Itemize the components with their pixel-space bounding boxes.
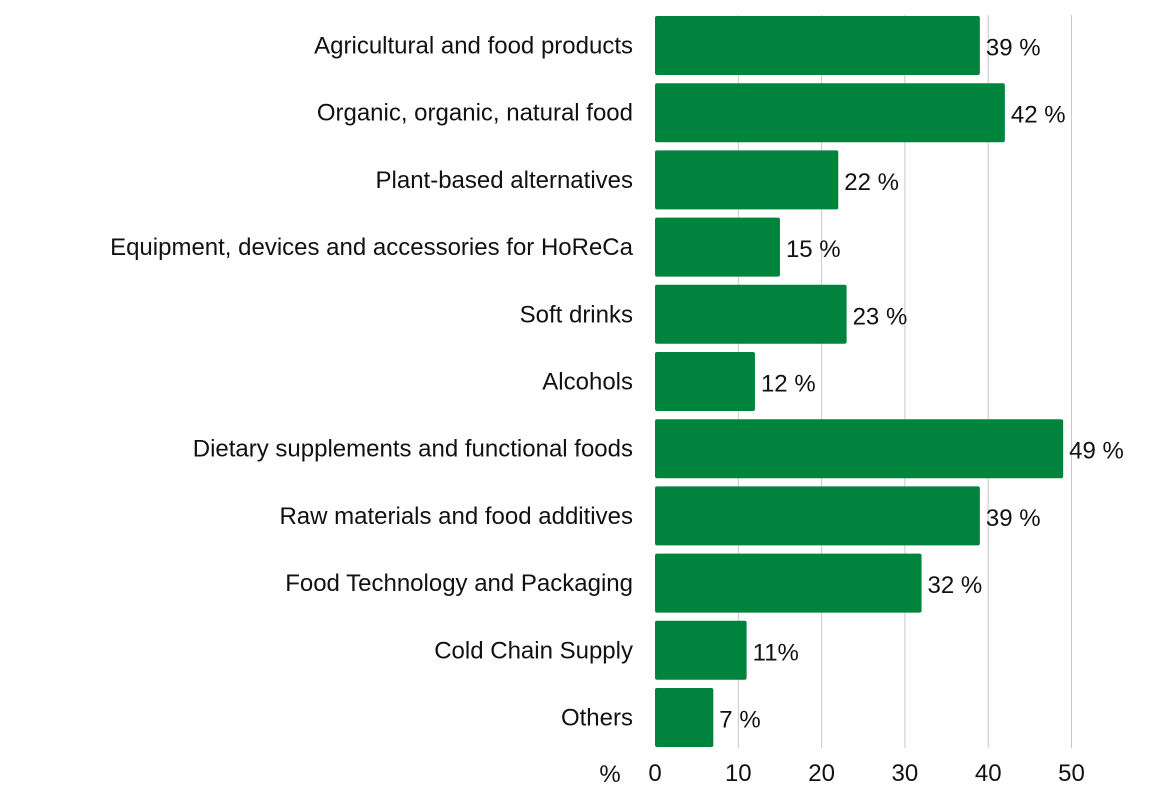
bar (655, 419, 1064, 479)
value-label: 7 % (719, 707, 760, 734)
category-label: Equipment, devices and accessories for H… (110, 234, 634, 261)
bar (655, 150, 839, 210)
x-tick-label: 10 (725, 760, 752, 786)
category-label: Raw materials and food additives (279, 503, 633, 530)
value-label: 23 % (853, 303, 908, 330)
category-label: Plant-based alternatives (376, 167, 633, 194)
category-label: Others (561, 705, 633, 732)
bar (655, 486, 980, 546)
x-tick-label: 20 (808, 760, 835, 786)
category-label: Dietary supplements and functional foods (193, 436, 633, 463)
bar (655, 217, 780, 277)
x-tick-label: 0 (648, 760, 661, 786)
category-labels: Agricultural and food products Organic, o… (110, 33, 634, 732)
x-axis-ticks: 0 10 20 30 40 50 (648, 760, 1085, 786)
bars (655, 16, 1064, 747)
value-label: 22 % (844, 169, 899, 196)
value-label: 12 % (761, 371, 816, 398)
value-label: 42 % (1011, 102, 1066, 129)
category-label: Soft drinks (520, 301, 633, 328)
bar (655, 284, 847, 344)
category-label: Organic, organic, natural food (317, 100, 633, 127)
category-label: Alcohols (542, 369, 633, 396)
value-label: 32 % (928, 572, 983, 599)
x-tick-label: 40 (975, 760, 1002, 786)
bar (655, 352, 755, 411)
bar (655, 83, 1005, 143)
value-label: 49 % (1069, 438, 1124, 465)
category-label: Cold Chain Supply (434, 637, 633, 664)
x-axis-unit-label: % (599, 761, 620, 786)
category-label: Food Technology and Packaging (285, 570, 633, 597)
bar (655, 16, 980, 75)
x-tick-label: 50 (1058, 760, 1085, 786)
value-label: 15 % (786, 236, 841, 263)
category-label: Agricultural and food products (314, 33, 633, 60)
value-label: 11% (753, 639, 799, 666)
x-tick-label: 30 (892, 760, 919, 786)
bar (655, 688, 714, 747)
value-label: 39 % (986, 505, 1041, 532)
value-label: 39 % (986, 35, 1041, 62)
bar (655, 553, 922, 613)
value-labels: 39 % 42 % 22 % 15 % 23 % 12 % 49 % 39 % 32 % 11% 7… (719, 35, 1124, 734)
bar (655, 620, 747, 680)
